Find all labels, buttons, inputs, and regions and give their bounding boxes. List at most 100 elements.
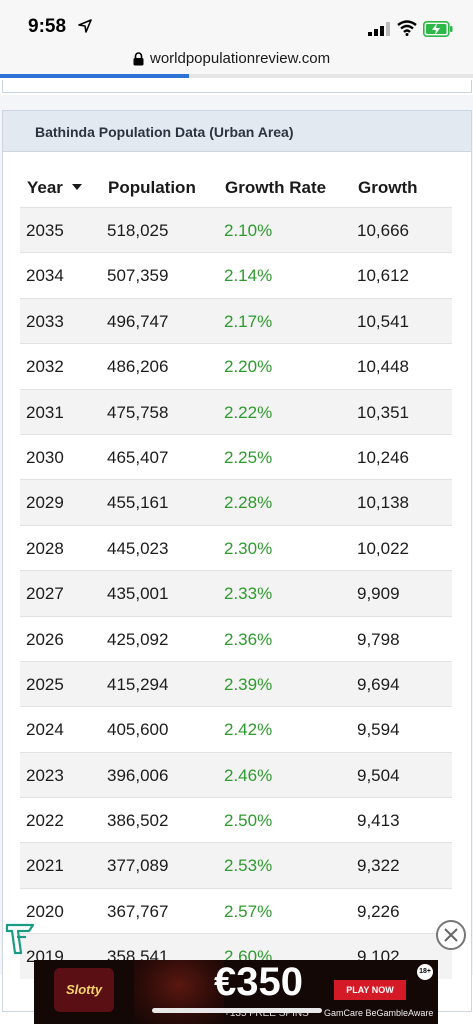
- growth-cell: 10,448: [357, 357, 409, 377]
- column-header-growth-rate[interactable]: Growth Rate: [225, 178, 327, 197]
- growth-cell: 9,594: [357, 720, 400, 740]
- year-cell: 2027: [26, 584, 64, 604]
- growth-rate-cell: 2.22%: [224, 402, 273, 422]
- ad-play-now-button[interactable]: PLAY NOW: [334, 980, 406, 1000]
- sort-descending-icon[interactable]: [72, 184, 82, 191]
- growth-cell: 9,694: [357, 674, 400, 694]
- ad-subtext: +135 FREE SPINS: [224, 1008, 309, 1019]
- growth-cell: 10,022: [357, 538, 409, 558]
- ad-artwork: [134, 960, 224, 1024]
- battery-charging-icon: [423, 21, 453, 37]
- year-cell: 2030: [26, 447, 64, 467]
- growth-rate-cell: 2.46%: [224, 765, 273, 785]
- growth-cell: 9,226: [357, 901, 400, 921]
- growth-cell: 10,666: [357, 221, 409, 240]
- table-row: 2026 425,092 2.36% 9,798: [20, 615, 452, 661]
- table-row: 2027 435,001 2.33% 9,909: [20, 570, 452, 616]
- growth-rate-cell: 2.30%: [224, 538, 273, 558]
- address-bar[interactable]: [0, 46, 473, 76]
- card-header: Bathinda Population Data (Urban Area): [3, 111, 471, 152]
- growth-rate-cell: 2.28%: [224, 493, 273, 513]
- close-ad-button[interactable]: [436, 920, 466, 950]
- table-row: 2022 386,502 2.50% 9,413: [20, 797, 452, 842]
- growth-cell: 10,246: [357, 447, 409, 467]
- page-load-progress-fill: [0, 74, 190, 78]
- growth-cell: 9,504: [357, 765, 400, 785]
- location-arrow-icon: [78, 19, 92, 33]
- growth-rate-cell: 2.17%: [224, 311, 273, 331]
- year-cell: 2031: [26, 402, 64, 422]
- ad-age-badge: 18+: [417, 964, 433, 980]
- table-row: 2032 486,206 2.20% 10,448: [20, 343, 452, 388]
- growth-rate-cell: 2.14%: [224, 266, 273, 286]
- table-row: 2021 377,089 2.53% 9,322: [20, 842, 452, 888]
- column-header-population[interactable]: Population: [108, 178, 196, 197]
- cellular-signal-icon: [368, 22, 390, 36]
- growth-rate-cell: 2.33%: [224, 584, 273, 604]
- growth-rate-cell: 2.25%: [224, 447, 273, 467]
- year-cell: 2032: [26, 357, 64, 377]
- population-cell: 367,767: [107, 901, 169, 921]
- year-cell: 2020: [26, 901, 64, 921]
- population-cell: 455,161: [107, 493, 169, 513]
- home-indicator[interactable]: [152, 1008, 322, 1013]
- table-row: 2034 507,359 2.14% 10,612: [20, 252, 452, 297]
- population-cell: 465,407: [107, 447, 169, 467]
- growth-rate-cell: 2.39%: [224, 674, 273, 694]
- year-cell: 2023: [26, 765, 64, 785]
- year-cell: 2022: [26, 811, 64, 831]
- clock: 9:58: [28, 16, 67, 37]
- population-cell: 496,747: [107, 311, 169, 331]
- population-cell: 518,025: [107, 221, 169, 240]
- table-row: 2030 465,407 2.25% 10,246: [20, 433, 452, 479]
- column-header-year[interactable]: Year: [27, 178, 63, 197]
- ad-banner[interactable]: Slotty VEGAS €350 +135 FREE SPINS PLAY N…: [34, 960, 438, 1024]
- population-cell: 405,600: [107, 720, 169, 740]
- population-table-body: 2035 518,025 2.10% 10,666 2034 507,359 2.14% 10…: [20, 207, 452, 979]
- year-cell: 2033: [26, 311, 64, 331]
- growth-rate-cell: 2.10%: [224, 221, 273, 240]
- table-row: 2023 396,006 2.46% 9,504: [20, 751, 452, 798]
- growth-rate-cell: 2.42%: [224, 720, 273, 740]
- population-cell: 435,001: [107, 584, 169, 604]
- year-cell: 2026: [26, 629, 64, 649]
- year-cell: 2021: [26, 856, 64, 876]
- lock-icon: [133, 52, 144, 66]
- growth-cell: 10,541: [357, 311, 409, 331]
- page-load-progress: [0, 74, 473, 78]
- ad-brand-logo: Slotty VEGAS: [54, 968, 114, 1012]
- growth-cell: 9,413: [357, 811, 400, 831]
- column-header-growth[interactable]: Growth: [358, 178, 418, 197]
- year-cell: 2025: [26, 674, 64, 694]
- table-row: 2033 496,747 2.17% 10,541: [20, 297, 452, 344]
- growth-cell: 9,798: [357, 629, 400, 649]
- year-cell: 2024: [26, 720, 64, 740]
- population-cell: 386,502: [107, 811, 169, 831]
- wifi-icon: [397, 20, 417, 36]
- url-text[interactable]: worldpopulationreview.com: [150, 50, 331, 67]
- growth-rate-cell: 2.50%: [224, 811, 273, 831]
- population-cell: 425,092: [107, 629, 169, 649]
- population-cell: 396,006: [107, 765, 169, 785]
- growth-rate-cell: 2.36%: [224, 629, 273, 649]
- population-cell: 486,206: [107, 357, 169, 377]
- table-row: 2035 518,025 2.10% 10,666: [20, 207, 452, 253]
- table-row: 2020 367,767 2.57% 9,226: [20, 887, 452, 933]
- card-title: Bathinda Population Data (Urban Area): [35, 124, 294, 140]
- site-logo-icon[interactable]: [4, 922, 36, 956]
- year-cell: 2029: [26, 493, 64, 513]
- growth-cell: 9,322: [357, 856, 400, 876]
- status-bar: 9:58: [0, 0, 473, 46]
- growth-rate-cell: 2.53%: [224, 856, 273, 876]
- population-cell: 507,359: [107, 266, 169, 286]
- year-cell: 2035: [26, 221, 64, 240]
- close-icon: [444, 928, 458, 942]
- growth-rate-cell: 2.57%: [224, 901, 273, 921]
- growth-cell: 10,612: [357, 266, 409, 286]
- year-cell: 2034: [26, 266, 64, 286]
- growth-cell: 9,909: [357, 584, 400, 604]
- population-cell: 475,758: [107, 402, 169, 422]
- table-row: 2031 475,758 2.22% 10,351: [20, 388, 452, 434]
- table-row: 2029 455,161 2.28% 10,138: [20, 479, 452, 525]
- table-row: 2024 405,600 2.42% 9,594: [20, 706, 452, 751]
